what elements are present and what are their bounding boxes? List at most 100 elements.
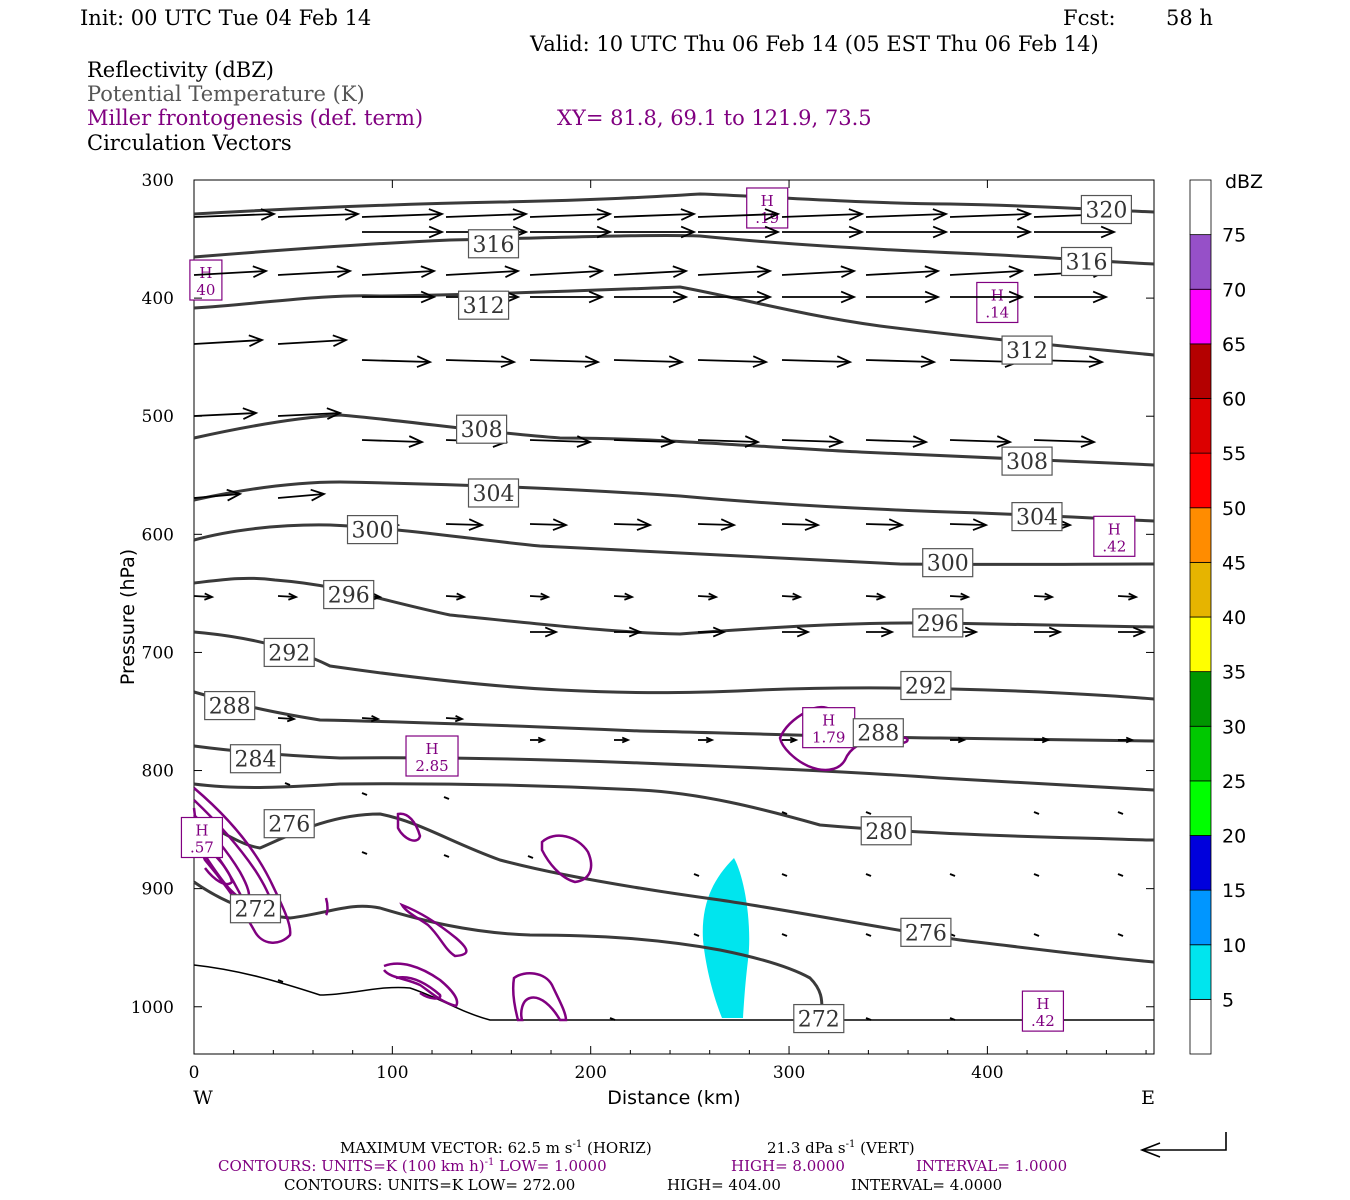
weak-vector	[609, 1017, 616, 1021]
circulation-vector	[614, 225, 697, 239]
weak-vector	[693, 933, 700, 937]
weak-vector	[865, 933, 872, 937]
svg-text:.57: .57	[190, 839, 214, 857]
circulation-vector	[445, 714, 465, 723]
circulation-vector	[865, 208, 949, 221]
weak-vector	[1117, 873, 1124, 877]
y-tick-label: 300	[142, 171, 174, 191]
colorbar-level-label: 30	[1222, 716, 1246, 738]
circulation-vector	[781, 518, 821, 531]
circulation-vector	[1034, 225, 1117, 239]
svg-text:H: H	[761, 192, 774, 210]
circulation-vector	[949, 435, 1013, 448]
circulation-vector	[697, 592, 719, 601]
footer-fronto-high: HIGH= 8.0000	[731, 1157, 845, 1175]
circulation-vector	[697, 265, 773, 278]
svg-text:316: 316	[1066, 250, 1108, 275]
circulation-vector	[865, 265, 941, 278]
theta-312	[193, 285, 1155, 357]
colorbar-segment	[1189, 671, 1212, 727]
footer-fronto-contours: CONTOURS: UNITS=K (100 km h)-1 LOW= 1.00…	[218, 1157, 607, 1175]
theta-272	[193, 880, 824, 1011]
circulation-vector	[193, 208, 277, 221]
weak-vector	[361, 851, 368, 855]
theta-316	[193, 233, 1155, 266]
colorbar-level-label: 10	[1222, 935, 1246, 957]
circulation-vector	[1034, 736, 1051, 744]
footer-theta-high: HIGH= 404.00	[667, 1176, 781, 1194]
svg-text:.14: .14	[985, 303, 1009, 321]
x-axis-east-label: E	[1141, 1087, 1155, 1109]
svg-text:292: 292	[905, 675, 947, 700]
circulation-vector	[1117, 592, 1139, 601]
colorbar-level-label: 60	[1222, 389, 1246, 411]
circulation-vector	[277, 714, 297, 723]
circulation-vector	[529, 208, 613, 221]
circulation-vector	[781, 355, 853, 368]
circulation-vector	[613, 208, 697, 221]
theta-label: 296	[912, 608, 964, 638]
x-tick-label: 200	[574, 1063, 606, 1083]
circulation-vector	[950, 290, 1025, 304]
svg-text:300: 300	[352, 519, 394, 544]
theta-label: 288	[204, 690, 256, 721]
circulation-vector	[277, 488, 327, 502]
circulation-vector	[866, 225, 949, 239]
field-circulation-vectors: Circulation Vectors	[87, 131, 292, 155]
colorbar-segment	[1189, 616, 1212, 673]
theta-label: 284	[229, 744, 282, 774]
theta-288	[193, 690, 1155, 743]
reference-vector	[1139, 1132, 1227, 1158]
footer-theta-interval: INTERVAL= 4.0000	[851, 1176, 1002, 1194]
theta-label: 300	[346, 514, 399, 545]
circulation-vector	[530, 626, 559, 638]
circulation-vectors	[193, 208, 1147, 1021]
circulation-vector	[697, 435, 761, 448]
colorbar-level-label: 75	[1222, 225, 1246, 247]
circulation-vector	[950, 225, 1033, 239]
x-tick-label: 0	[189, 1063, 200, 1083]
fronto-high-label: H.19	[746, 187, 789, 229]
circulation-vector	[697, 355, 769, 368]
weak-vector	[1117, 811, 1124, 815]
svg-text:288: 288	[857, 722, 899, 747]
circulation-vector	[277, 334, 349, 348]
y-axis-title: Pressure (hPa)	[117, 549, 139, 685]
circulation-vector	[1033, 592, 1055, 601]
colorbar-level-label: 45	[1222, 552, 1246, 574]
colorbar-segment	[1189, 835, 1212, 891]
colorbar-segment	[1189, 179, 1212, 236]
footer-max-vector-vert: 21.3 dPa s-1 (VERT)	[767, 1139, 915, 1157]
circulation-vector	[361, 355, 433, 368]
circulation-vector	[277, 208, 361, 221]
theta-label: 272	[793, 1003, 845, 1034]
circulation-vector	[865, 435, 929, 448]
weak-vector	[1117, 933, 1124, 937]
footer-theta-contours: CONTOURS: UNITS=K LOW= 272.00	[284, 1176, 575, 1194]
circulation-vector	[445, 592, 467, 601]
theta-label: 276	[900, 917, 952, 947]
circulation-vector	[361, 208, 445, 221]
circulation-vector	[613, 265, 689, 278]
circulation-vector	[950, 736, 967, 744]
theta-label: 312	[457, 290, 510, 320]
circulation-vector	[445, 355, 517, 368]
colorbar-title: dBZ	[1225, 171, 1263, 193]
circulation-vector	[529, 592, 551, 601]
weak-vector	[865, 811, 872, 815]
reflectivity-area	[702, 858, 750, 1018]
circulation-vector	[782, 626, 811, 638]
svg-text:308: 308	[461, 418, 503, 443]
forecast-label: Fcst:	[1063, 6, 1116, 30]
theta-292	[193, 630, 1155, 701]
colorbar-segment	[1189, 288, 1212, 345]
header: Init: 00 UTC Tue 04 Feb 14 Fcst: 58 h Va…	[80, 6, 1213, 155]
colorbar-level-label: 55	[1222, 443, 1246, 465]
weak-vector	[1033, 811, 1040, 815]
svg-text:308: 308	[1006, 450, 1048, 475]
circulation-vector	[362, 290, 437, 304]
valid-time: Valid: 10 UTC Thu 06 Feb 14 (05 EST Thu …	[529, 32, 1099, 56]
theta-label: 304	[467, 478, 520, 508]
svg-text:316: 316	[473, 233, 515, 258]
theta-300	[193, 523, 1155, 566]
